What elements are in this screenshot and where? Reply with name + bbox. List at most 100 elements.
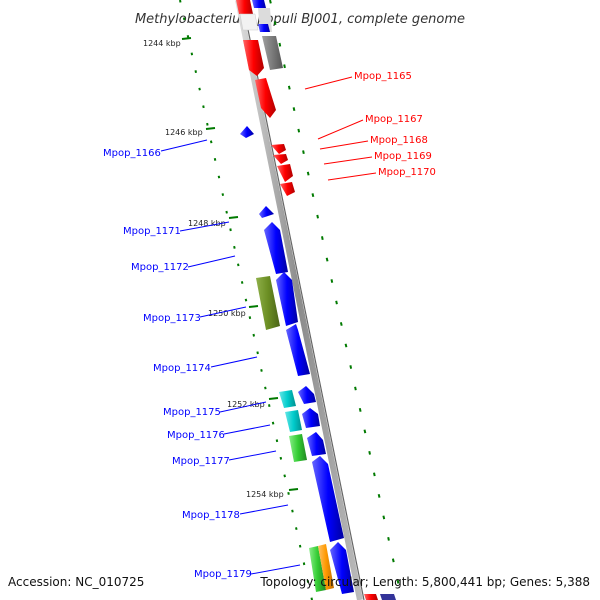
ring-dot	[233, 245, 236, 249]
ring-dot	[292, 107, 296, 112]
label-leader-line	[179, 221, 230, 232]
scale-tick-label: 1252 kbp	[227, 400, 265, 409]
scale-tick-mark	[205, 127, 216, 130]
gene-label-mpop-1176[interactable]: Mpop_1176	[167, 430, 225, 441]
scale-tick-mark	[248, 305, 259, 308]
ring-dot	[291, 509, 294, 513]
label-leader-line	[239, 504, 289, 515]
scale-tick-mark	[181, 37, 192, 40]
ring-dot	[306, 579, 310, 583]
gene-label-mpop-1173[interactable]: Mpop_1173	[143, 313, 201, 324]
ring-dot	[260, 368, 263, 372]
ring-dot	[321, 236, 324, 240]
gene-feature-mpop-1170	[280, 182, 295, 196]
gene-feature-gray-a	[262, 36, 283, 70]
ring-dot	[229, 228, 232, 232]
gene-label-mpop-1166[interactable]: Mpop_1166	[103, 148, 161, 159]
ring-dot	[206, 122, 209, 126]
ring-dot	[387, 536, 390, 541]
gene-label-mpop-1175[interactable]: Mpop_1175	[163, 407, 221, 418]
ring-dot	[221, 193, 225, 197]
scale-tick-mark	[288, 488, 299, 491]
label-leader-line	[160, 139, 208, 152]
ring-dot	[302, 150, 305, 155]
ring-dot	[273, 21, 277, 26]
gene-label-mpop-1172[interactable]: Mpop_1172	[131, 262, 189, 273]
gene-label-mpop-1179[interactable]: Mpop_1179	[194, 569, 252, 580]
ring-dot	[202, 105, 205, 109]
ring-dot	[344, 343, 348, 348]
ring-dot	[298, 544, 302, 548]
gene-feature-mpop-1175-cyan	[279, 390, 296, 408]
ring-dot	[325, 257, 329, 262]
ring-dot	[279, 456, 283, 460]
gene-label-mpop-1169[interactable]: Mpop_1169	[374, 151, 432, 162]
label-leader-line	[317, 119, 364, 140]
gene-feature-mpop-1179-orange	[318, 544, 334, 590]
gene-feature-mpop-1173b	[276, 272, 298, 326]
ring-dot	[248, 316, 252, 320]
label-leader-line	[228, 450, 277, 461]
ring-dot	[225, 210, 228, 214]
label-leader-line	[199, 306, 247, 318]
ring-dot	[213, 158, 217, 161]
map-title: Methylobacterium populi BJ001, complete …	[135, 12, 465, 27]
ring-dot	[278, 42, 282, 47]
gene-feature-top-blue	[252, 0, 266, 8]
ring-dot	[209, 140, 213, 144]
outer-ring-dots	[269, 0, 400, 584]
ring-dot	[271, 421, 275, 425]
scale-ticks: 1244 kbp 1246 kbp 1248 kbp 1250 kbp 1252…	[143, 37, 299, 499]
ring-dot	[268, 404, 271, 407]
ring-dot	[264, 386, 267, 390]
ring-dot	[275, 439, 279, 443]
ring-dot	[287, 85, 291, 90]
gene-label-mpop-1177[interactable]: Mpop_1177	[172, 456, 230, 467]
scale-tick-label: 1246 kbp	[165, 128, 203, 137]
gene-label-mpop-1168[interactable]: Mpop_1168	[370, 135, 428, 146]
ring-dot	[269, 0, 272, 4]
ring-dot	[339, 322, 343, 326]
gene-feature-mpop-1171	[259, 206, 274, 218]
ring-dot	[396, 579, 400, 584]
ring-dot	[358, 407, 362, 412]
gene-feature-mpop-1172	[264, 222, 288, 274]
ring-dot	[283, 64, 286, 69]
gene-labels-right: Mpop_1165 Mpop_1167 Mpop_1168 Mpop_1169 …	[304, 71, 436, 181]
ring-dot	[190, 52, 194, 56]
gene-feature-red-a	[243, 40, 264, 76]
gene-feature-bottom-navy	[380, 594, 396, 600]
ring-dot	[354, 386, 357, 391]
label-leader-line	[323, 156, 373, 165]
gene-feature-top-blue2	[258, 24, 270, 32]
gene-label-mpop-1178[interactable]: Mpop_1178	[182, 510, 240, 521]
ring-dot	[306, 171, 310, 176]
gene-feature-top-red	[236, 0, 253, 14]
gene-feature-mpop-1169	[277, 164, 293, 182]
gene-label-mpop-1170[interactable]: Mpop_1170	[378, 167, 436, 178]
gene-label-mpop-1171[interactable]: Mpop_1171	[123, 226, 181, 237]
ring-dot	[182, 17, 186, 21]
ring-dot	[368, 450, 371, 455]
gene-feature-mpop-1176-cyan	[285, 410, 302, 432]
gene-feature-mpop-1176	[302, 408, 320, 428]
ring-dot	[283, 474, 286, 478]
ring-dot	[252, 333, 255, 337]
ring-dot	[311, 193, 315, 198]
ring-dot	[240, 281, 244, 284]
gene-label-mpop-1167[interactable]: Mpop_1167	[365, 114, 423, 125]
label-leader-line	[187, 255, 236, 268]
gene-feature-mpop-1167	[271, 144, 286, 154]
gene-feature-mpop-1168	[273, 154, 288, 164]
gene-feature-mpop-1179	[330, 542, 354, 594]
gene-label-mpop-1174[interactable]: Mpop_1174	[153, 363, 211, 374]
ring-dot	[256, 351, 259, 355]
accession-text: Accession: NC_010725	[8, 575, 144, 589]
ring-dot	[373, 472, 376, 477]
gene-feature-mpop-1165	[255, 78, 276, 118]
label-leader-line	[210, 356, 258, 368]
gene-label-mpop-1165[interactable]: Mpop_1165	[354, 71, 412, 82]
label-leader-line	[327, 172, 377, 181]
label-leader-line	[319, 140, 369, 150]
scale-tick-label: 1250 kbp	[208, 309, 246, 318]
